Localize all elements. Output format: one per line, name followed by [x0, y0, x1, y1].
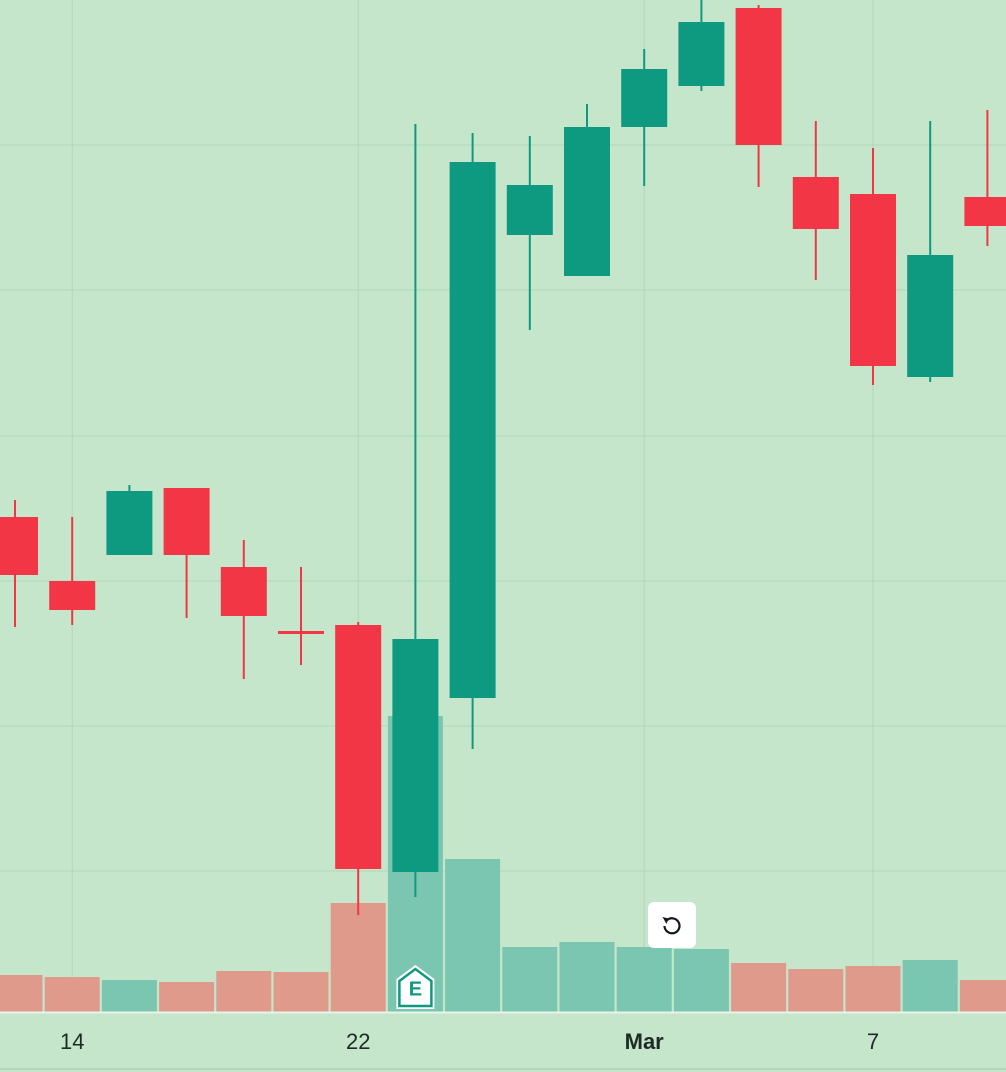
candle-body: [220, 567, 267, 616]
candle-body: [392, 639, 439, 872]
candle-body: [678, 22, 725, 86]
candle-body: [163, 488, 210, 555]
candle-body: [964, 197, 1006, 226]
reset-button[interactable]: [648, 902, 696, 948]
candle-body: [735, 8, 782, 145]
volume-bar: [0, 975, 43, 1012]
candle-body: [506, 185, 553, 235]
volume-bar: [673, 949, 729, 1012]
earnings-marker: E: [396, 965, 435, 1009]
candle-body: [850, 194, 896, 366]
candle-body: [278, 631, 324, 634]
time-axis: 14 22 Mar 7: [60, 1029, 879, 1054]
volume-bar: [101, 980, 157, 1012]
earnings-badge-inner: [398, 967, 433, 1008]
candles: [0, 0, 1006, 915]
volume-bar: [273, 972, 329, 1012]
volume-bar: [731, 963, 787, 1012]
volume-bar: [502, 947, 558, 1012]
earnings-label: E: [409, 978, 422, 1000]
x-tick-label: Mar: [625, 1029, 665, 1054]
candle-body: [335, 625, 382, 869]
candle-body: [106, 491, 153, 555]
volume-bar: [330, 903, 386, 1012]
volume-bar: [44, 977, 100, 1012]
candle-body: [0, 517, 38, 575]
candle-body: [564, 127, 610, 276]
volume-bar: [159, 982, 215, 1012]
volume-bar: [845, 966, 901, 1012]
x-tick-label: 22: [346, 1029, 370, 1054]
volume-bar: [616, 947, 672, 1012]
x-tick-label: 7: [867, 1029, 879, 1054]
reset-icon-arrow: [662, 917, 669, 924]
reset-icon: [663, 917, 681, 935]
volume-bar: [788, 969, 844, 1012]
volume-bar: [559, 942, 615, 1012]
reset-button-bg[interactable]: [648, 902, 696, 948]
volume-bar: [902, 960, 958, 1012]
x-tick-label: 14: [60, 1029, 84, 1054]
volume-bar: [216, 971, 272, 1012]
candle-body: [49, 581, 96, 610]
volume-bar: [959, 980, 1006, 1012]
volume-bar: [445, 859, 501, 1012]
candle-body: [621, 69, 668, 127]
candle-body: [449, 162, 496, 698]
candle-body: [792, 177, 839, 229]
candle-body: [907, 255, 954, 377]
